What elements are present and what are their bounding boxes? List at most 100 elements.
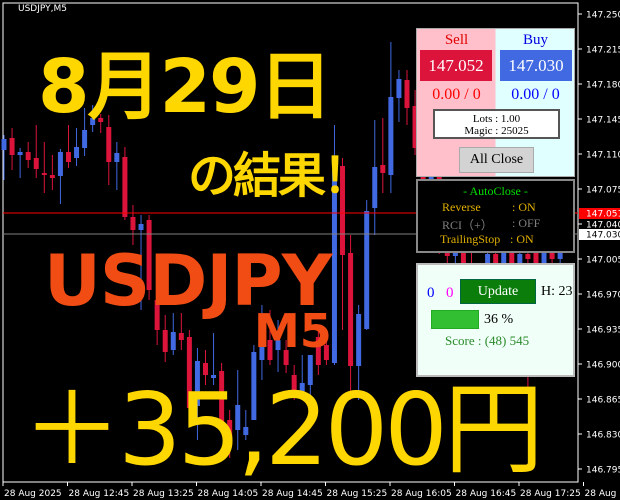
candle-body [17, 152, 23, 155]
candle-body [299, 383, 305, 395]
progress-label: 36 % [484, 312, 514, 327]
candle [388, 42, 394, 193]
x-tick-label: 28 Aug 18 [585, 489, 620, 499]
row-value: : ON [512, 200, 536, 214]
ask-price-label: 147.051 [586, 210, 620, 220]
candle [90, 105, 96, 132]
x-tick-label: 28 Aug 15:25 [327, 489, 388, 499]
candle-body [380, 165, 386, 173]
bid-price-label-bg [579, 229, 620, 240]
y-tick-label: 146.865 [586, 396, 620, 406]
candle [331, 125, 337, 365]
candle [170, 313, 176, 355]
candle-body [243, 427, 249, 435]
candle [243, 410, 249, 440]
overlay-pair: USDJPY [44, 240, 332, 322]
candle-body [356, 314, 362, 366]
candle-body [541, 249, 547, 264]
x-tick-label: 28 Aug 14:05 [198, 489, 259, 499]
candle-body [267, 340, 273, 360]
row-value: : OFF [512, 216, 541, 230]
candle [1, 135, 7, 180]
row-value: : ON [510, 232, 534, 246]
candle-body [372, 167, 378, 208]
candle-body [90, 118, 96, 125]
buy-label: Buy [522, 32, 548, 48]
candle [25, 142, 31, 168]
candle [138, 215, 144, 310]
candle [267, 310, 273, 365]
sell-button[interactable]: 147.052 [420, 50, 492, 81]
candle [98, 114, 104, 133]
candle [340, 158, 346, 330]
x-tick-label: 28 Aug 14:45 [262, 489, 323, 499]
candle [57, 149, 63, 204]
y-tick-label: 146.830 [586, 431, 620, 441]
all-close-button[interactable]: All Close [459, 147, 534, 173]
candle [356, 305, 362, 400]
candle [194, 348, 200, 440]
candle [380, 118, 386, 193]
candle-body [259, 340, 265, 360]
candle [291, 365, 297, 400]
candle [186, 330, 192, 420]
candle-body [178, 333, 184, 340]
candle-body [396, 79, 402, 98]
autoclose-row-reverse: Reverse: ON [442, 200, 536, 215]
candle [178, 313, 184, 350]
autoclose-title: - AutoClose - [463, 184, 528, 198]
candle-body [509, 244, 515, 264]
y-tick-label: 147.005 [586, 256, 620, 266]
candle-body [138, 224, 144, 230]
magic-value: Magic : 25025 [464, 125, 529, 137]
trade-panel: Sell Buy 147.052 147.030 0.00 / 0 0.00 /… [416, 28, 575, 177]
y-tick-label: 146.970 [586, 291, 620, 301]
candle [372, 120, 378, 235]
candle [251, 345, 257, 420]
ask-price-label-bg [579, 208, 620, 219]
count-magenta: 0 [446, 285, 454, 301]
candle-body [122, 157, 128, 217]
stats-panel: 0 0 Update H: 23 36 % Score : (48) 545 [416, 263, 575, 377]
candle-body [65, 152, 71, 162]
candle [235, 370, 241, 450]
x-tick-label: 28 Aug 12:45 [69, 489, 130, 499]
y-tick-label: 147.040 [586, 221, 620, 231]
candle [396, 70, 402, 122]
candle-body [291, 375, 297, 390]
candle-body [82, 130, 88, 148]
candle [211, 333, 217, 385]
candle [154, 290, 160, 345]
x-tick-label: 28 Aug 2025 [4, 489, 62, 499]
candle-body [412, 106, 418, 148]
autoclose-row-rci: RCI（+）: OFF [442, 216, 540, 233]
row-label: TrailingStop [440, 232, 501, 246]
lots-box: Lots : 1.00 Magic : 25025 [433, 109, 560, 139]
candle-body [1, 139, 7, 150]
candle-body [493, 254, 499, 269]
candle [146, 215, 152, 300]
candle-body [315, 337, 321, 365]
y-tick-label: 147.180 [586, 81, 620, 91]
candle [364, 200, 370, 330]
y-tick-label: 146.795 [586, 466, 620, 476]
candle-body [533, 252, 539, 264]
update-button[interactable]: Update [460, 279, 536, 304]
candle-body [251, 352, 257, 420]
candle [114, 142, 120, 190]
candle-body [501, 244, 507, 269]
overlay-date: 8月29日 [38, 44, 332, 130]
count-blue: 0 [427, 285, 435, 301]
buy-button[interactable]: 147.030 [500, 50, 572, 81]
candle [9, 128, 15, 170]
candle-body [227, 420, 233, 445]
y-tick-label: 147.075 [586, 186, 620, 196]
candle-body [98, 118, 104, 122]
y-tick-label: 147.145 [586, 116, 620, 126]
candle-body [283, 350, 289, 365]
y-tick-label: 147.215 [586, 46, 620, 56]
y-tick-label: 146.900 [586, 361, 620, 371]
candle [307, 355, 313, 405]
candle [219, 363, 225, 430]
candle-body [194, 361, 200, 406]
